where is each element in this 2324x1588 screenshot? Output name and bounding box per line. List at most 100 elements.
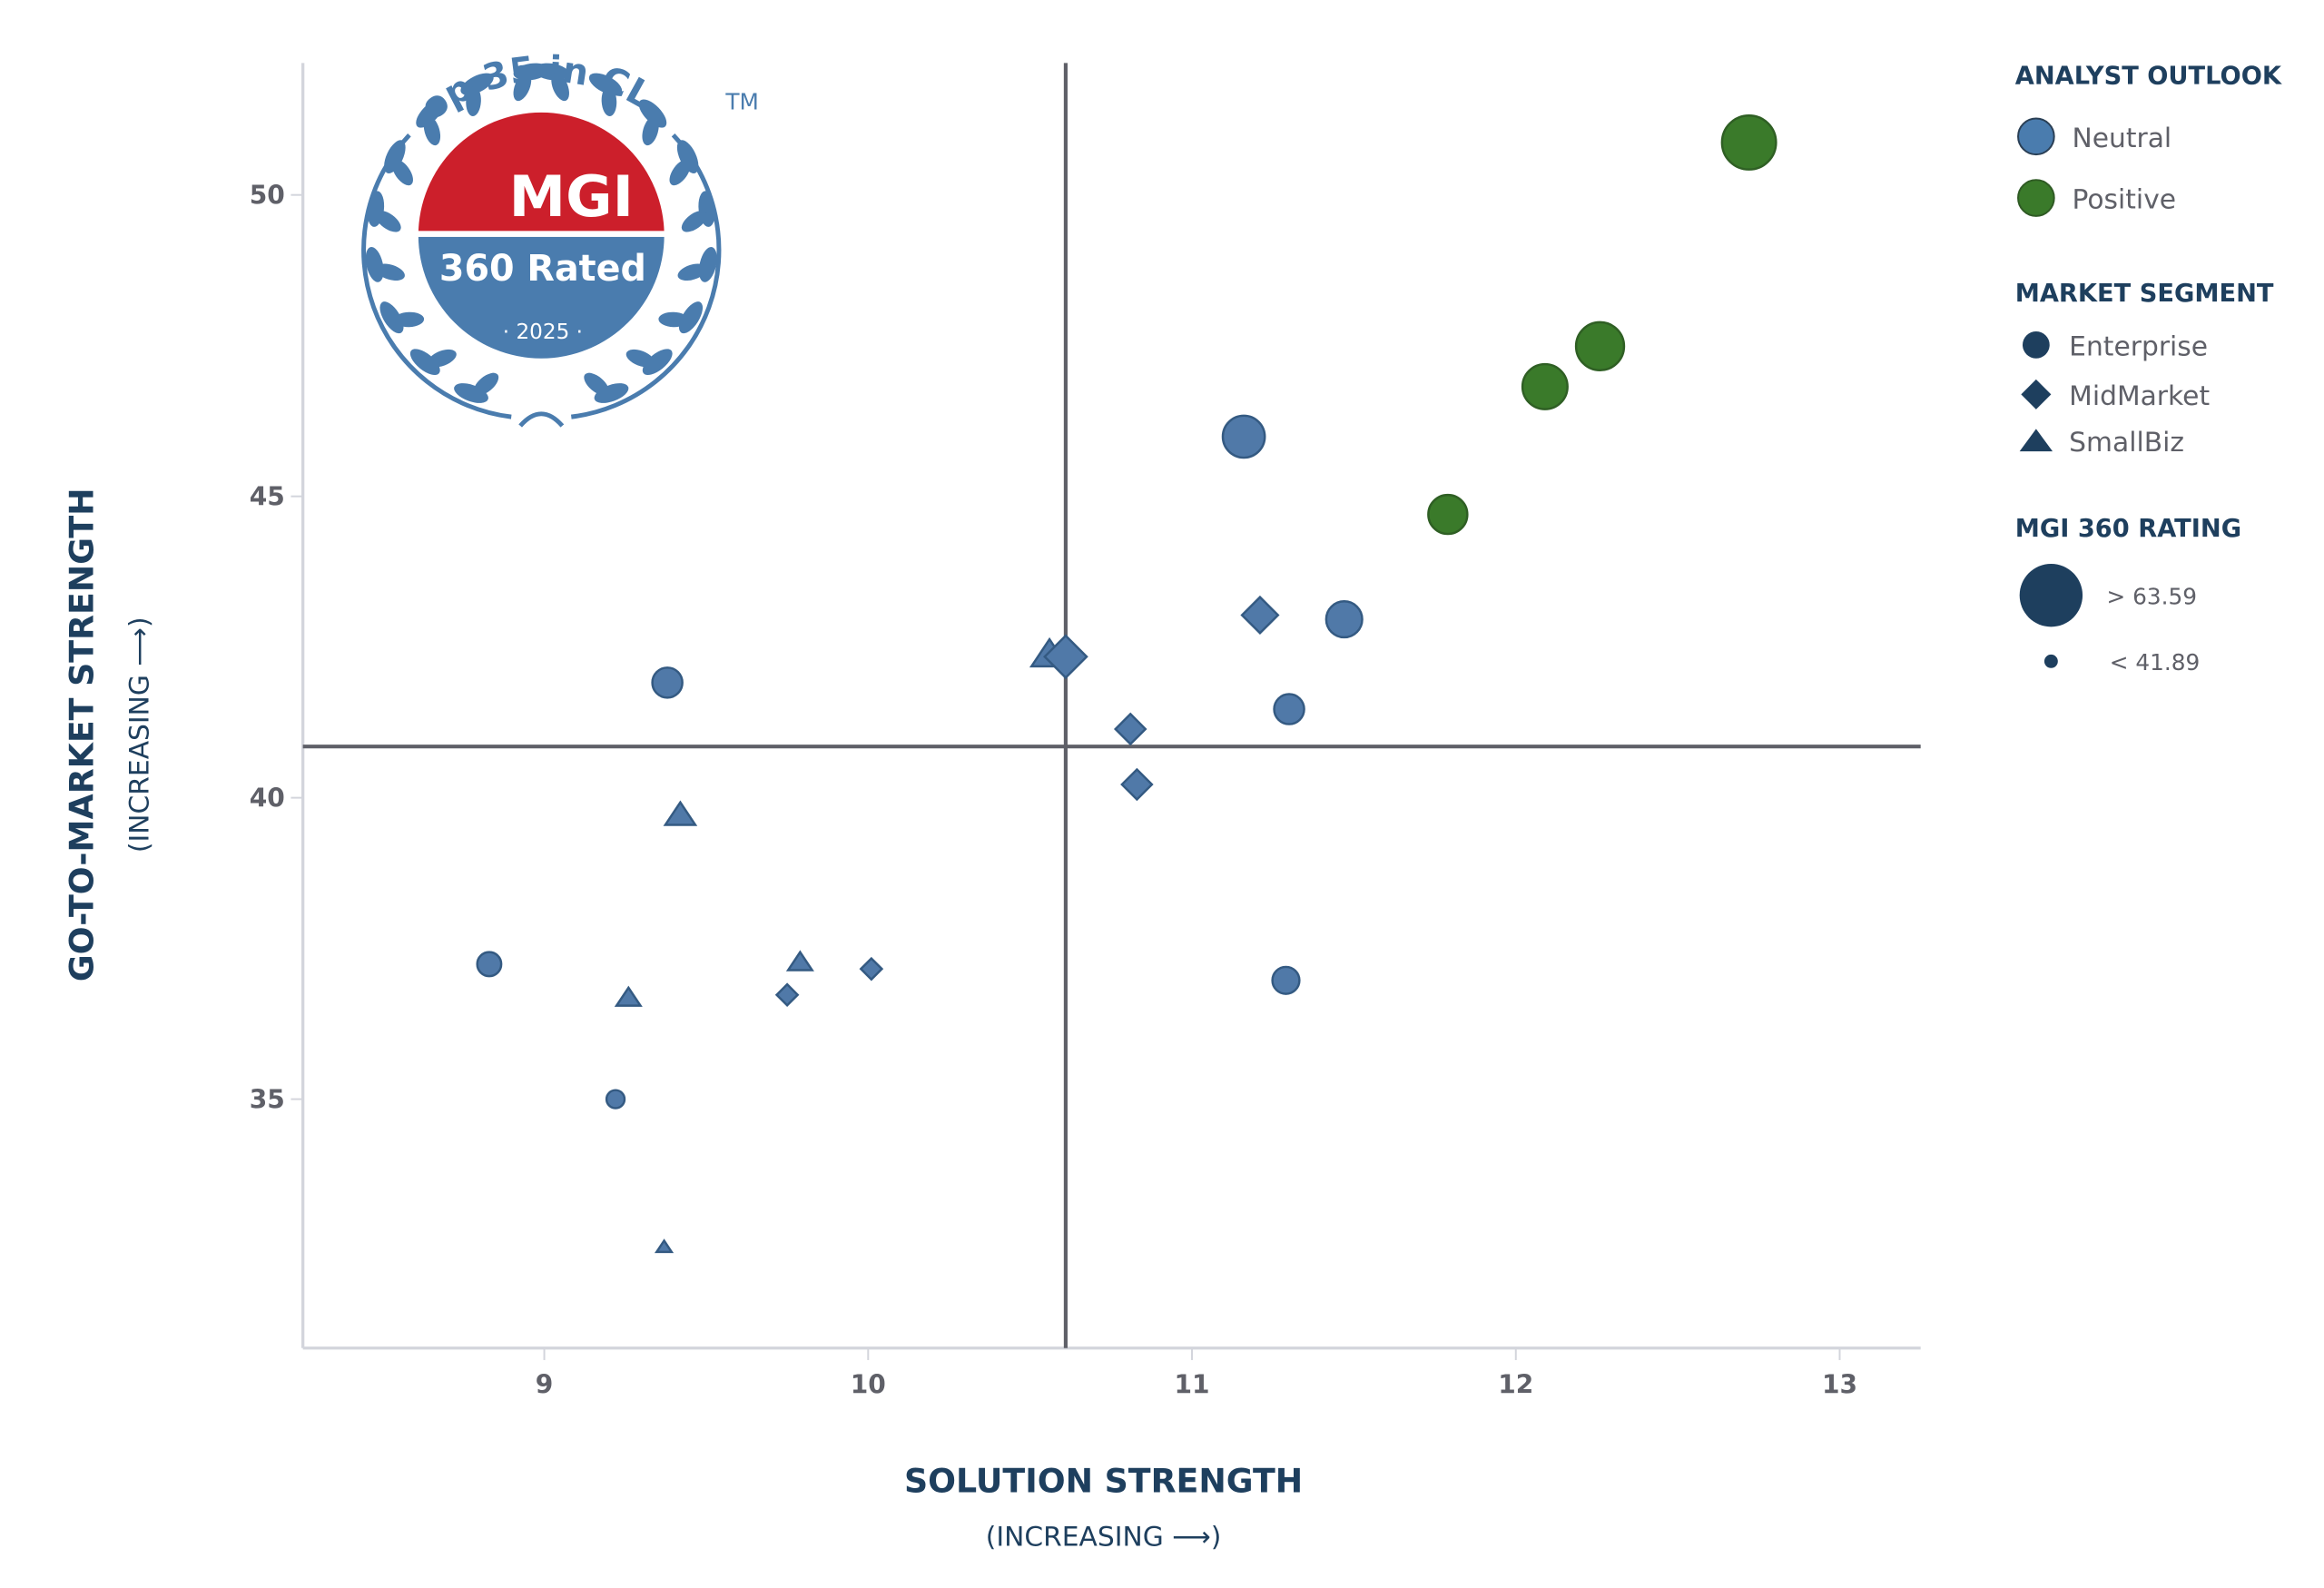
- data-point-enterprise[interactable]: [1221, 414, 1266, 459]
- x-axis-title: SOLUTION STRENGTH: [904, 1461, 1303, 1500]
- triangle-shape-icon: [2019, 429, 2053, 452]
- legend-label-midmarket: MidMarket: [2069, 380, 2210, 412]
- laurel-leaf: [601, 86, 617, 116]
- data-point-midmarket[interactable]: [1120, 767, 1154, 802]
- legend-label-rating-large: > 63.59: [2106, 584, 2197, 610]
- mgi-360-badge: Top 35 in CLM TM MGI 360 Rated · 2025 ·: [0, 0, 759, 428]
- data-point-enterprise[interactable]: [1521, 362, 1569, 410]
- y-tick-label: 50: [250, 181, 285, 211]
- data-point-smallbiz[interactable]: [785, 950, 814, 972]
- data-point-enterprise[interactable]: [1273, 693, 1305, 725]
- laurel-stem-right: [570, 133, 722, 419]
- laurel-leaf: [678, 301, 704, 334]
- legend-label-positive: Positive: [2072, 184, 2176, 216]
- data-points: [476, 113, 1777, 1254]
- legend-item-positive[interactable]: Positive: [2017, 179, 2176, 217]
- data-point-midmarket[interactable]: [774, 982, 800, 1008]
- diamond-shape-icon: [2021, 379, 2052, 409]
- legend: ANALYST OUTLOOK Neutral Positive MARKET …: [2015, 62, 2282, 676]
- neutral-swatch-icon: [2017, 117, 2055, 156]
- laurel-wreath-icon: [361, 63, 722, 428]
- laurel-leaf: [379, 301, 404, 334]
- data-point-enterprise[interactable]: [1271, 965, 1301, 995]
- legend-item-midmarket[interactable]: MidMarket: [2021, 379, 2210, 412]
- legend-outlook-title: ANALYST OUTLOOK: [2015, 62, 2282, 90]
- laurel-leaf: [394, 311, 425, 328]
- y-axis-subtitle: (INCREASING ⟶): [124, 616, 156, 853]
- laurel-leaf: [584, 372, 609, 396]
- x-tick-label: 9: [536, 1369, 554, 1399]
- data-point-midmarket[interactable]: [859, 956, 884, 981]
- laurel-leaf: [391, 159, 413, 186]
- data-point-smallbiz[interactable]: [663, 800, 698, 826]
- badge-rated: 360 Rated: [439, 248, 646, 290]
- legend-item-rating-large[interactable]: > 63.59: [2019, 563, 2197, 627]
- data-point-smallbiz[interactable]: [654, 1238, 675, 1254]
- laurel-leaf: [423, 116, 441, 146]
- laurel-leaf: [409, 349, 440, 375]
- data-point-enterprise[interactable]: [1574, 321, 1626, 372]
- laurel-leaf: [642, 349, 673, 375]
- laurel-leaf: [375, 210, 401, 232]
- laurel-leaf: [428, 349, 457, 368]
- data-point-enterprise[interactable]: [1720, 113, 1777, 171]
- laurel-leaf: [658, 311, 689, 328]
- laurel-leaf: [681, 210, 708, 232]
- data-point-midmarket[interactable]: [1113, 712, 1147, 746]
- small-size-icon: [2043, 654, 2058, 668]
- laurel-leaf: [460, 73, 494, 95]
- legend-label-rating-small: < 41.89: [2110, 649, 2201, 676]
- laurel-leaf: [416, 99, 444, 128]
- legend-segment-title: MARKET SEGMENT: [2015, 280, 2274, 308]
- y-tick-label: 35: [250, 1085, 285, 1115]
- laurel-tie: [518, 411, 565, 428]
- laurel-leaf: [638, 99, 667, 128]
- y-axis-title: GO-TO-MARKET STRENGTH: [62, 488, 101, 981]
- axes: 9 10 11 12 13 35 40 45 50: [250, 63, 1921, 1399]
- laurel-leaf: [551, 72, 569, 102]
- data-point-enterprise[interactable]: [651, 666, 684, 699]
- legend-item-enterprise[interactable]: Enterprise: [2022, 330, 2208, 362]
- laurel-leaf: [669, 159, 691, 186]
- badge-disc: [418, 112, 665, 359]
- y-ticks: 35 40 45 50: [250, 181, 303, 1115]
- legend-item-rating-small[interactable]: < 41.89: [2043, 649, 2201, 676]
- x-ticks: 9 10 11 12 13: [536, 1347, 1857, 1399]
- laurel-leaf: [513, 72, 532, 102]
- data-point-midmarket[interactable]: [1240, 595, 1280, 636]
- legend-item-neutral[interactable]: Neutral: [2017, 117, 2171, 156]
- badge-brand: MGI: [509, 163, 634, 230]
- laurel-leaf: [384, 140, 406, 173]
- laurel-leaf: [677, 263, 707, 281]
- data-point-smallbiz[interactable]: [614, 985, 643, 1007]
- x-tick-label: 10: [851, 1369, 886, 1399]
- large-size-icon: [2019, 563, 2083, 627]
- data-point-enterprise[interactable]: [1427, 493, 1469, 536]
- data-point-enterprise[interactable]: [476, 951, 503, 978]
- legend-rating-title: MGI 360 RATING: [2015, 515, 2241, 543]
- laurel-leaf: [676, 140, 699, 173]
- laurel-leaf: [588, 73, 623, 95]
- laurel-leaf: [473, 372, 499, 396]
- badge-arc-text: Top 35 in CLM: [0, 0, 659, 129]
- positive-swatch-icon: [2017, 179, 2055, 217]
- legend-label-neutral: Neutral: [2072, 123, 2171, 154]
- legend-item-smallbiz[interactable]: SmallBiz: [2019, 427, 2184, 459]
- laurel-leaf: [375, 263, 405, 281]
- data-point-enterprise[interactable]: [605, 1089, 626, 1110]
- laurel-leaf: [466, 86, 481, 116]
- laurel-stem-left: [361, 133, 512, 419]
- legend-label-enterprise: Enterprise: [2069, 330, 2208, 362]
- x-tick-label: 13: [1822, 1369, 1857, 1399]
- data-point-enterprise[interactable]: [1324, 600, 1364, 639]
- circle-shape-icon: [2022, 330, 2050, 359]
- badge-year: · 2025 ·: [503, 321, 583, 344]
- x-axis-subtitle: (INCREASING ⟶): [986, 1522, 1222, 1553]
- laurel-leaf: [625, 349, 655, 368]
- trademark-mark: TM: [724, 89, 759, 115]
- x-tick-label: 11: [1174, 1369, 1209, 1399]
- y-tick-label: 45: [250, 482, 285, 512]
- data-point-midmarket[interactable]: [1043, 634, 1088, 680]
